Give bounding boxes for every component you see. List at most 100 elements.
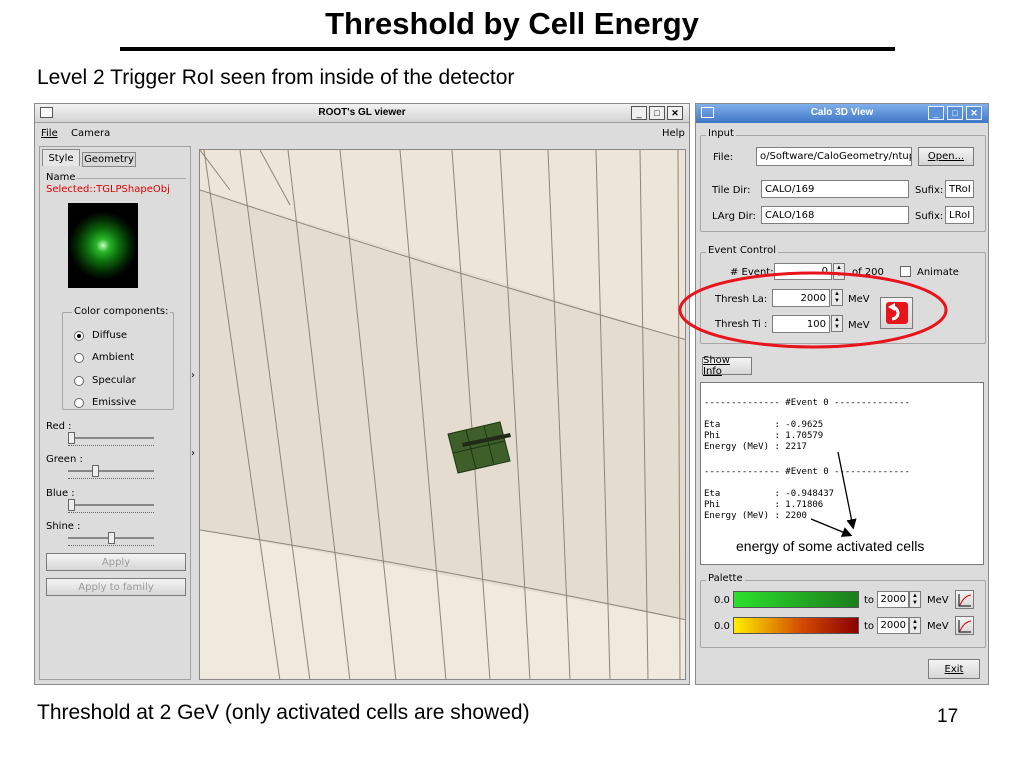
info-line: Energy (MeV) : 2200 xyxy=(704,511,807,521)
slider-label-blue: Blue : xyxy=(46,488,75,499)
palette-min-green: 0.0 xyxy=(714,595,730,606)
menu-file[interactable]: File xyxy=(41,128,58,139)
palette-max-red-input[interactable]: 2000 xyxy=(877,617,909,634)
gl-menubar: File Camera Help xyxy=(35,124,689,142)
refresh-button[interactable] xyxy=(880,297,913,329)
thresh-ti-spinner[interactable]: ▲ ▼ xyxy=(831,315,843,332)
menu-camera[interactable]: Camera xyxy=(71,128,111,139)
event-input[interactable]: 0 xyxy=(774,263,832,280)
gl-viewer-titlebar[interactable]: ROOT's GL viewer _ □ ✕ xyxy=(35,104,689,123)
name-divider xyxy=(76,178,186,179)
label-ambient: Ambient xyxy=(92,352,135,363)
radio-emissive[interactable] xyxy=(74,398,84,408)
tab-style[interactable]: Style xyxy=(42,149,80,166)
thresh-ti-input[interactable]: 100 xyxy=(772,315,830,333)
maximize-icon[interactable]: □ xyxy=(649,106,665,120)
calo-title: Calo 3D View xyxy=(810,107,874,118)
info-line: -------------- #Event 0 -------------- xyxy=(704,398,910,408)
thresh-la-input[interactable]: 2000 xyxy=(772,289,830,307)
slider-track-red[interactable] xyxy=(68,437,154,439)
close-icon[interactable]: ✕ xyxy=(667,106,683,120)
slider-thumb-green[interactable] xyxy=(92,465,99,477)
event-control-title: Event Control xyxy=(706,245,778,256)
slider-label-green: Green : xyxy=(46,454,83,465)
curve-graph-icon xyxy=(958,619,971,632)
info-line: Energy (MeV) : 2217 xyxy=(704,442,807,452)
slider-ticks-red xyxy=(68,445,154,447)
palette-bar-green[interactable] xyxy=(733,591,859,608)
label-diffuse: Diffuse xyxy=(92,330,128,341)
window-menu-icon[interactable] xyxy=(701,107,714,118)
palette-curve-red-button[interactable] xyxy=(955,616,974,635)
slider-thumb-shine[interactable] xyxy=(108,532,115,544)
slider-label-red: Red : xyxy=(46,421,72,432)
slider-label-shine: Shine : xyxy=(46,521,81,532)
title-underline xyxy=(120,47,895,51)
selected-object-label: Selected::TGLPShapeObj xyxy=(46,184,170,195)
thresh-la-spinner[interactable]: ▲ ▼ xyxy=(831,289,843,306)
info-line: Eta : -0.948437 xyxy=(704,489,835,499)
splitter-arrow-icon: › xyxy=(191,448,195,459)
minimize-icon[interactable]: _ xyxy=(631,106,647,120)
slide-title: Threshold by Cell Energy xyxy=(325,6,699,41)
input-group xyxy=(700,135,986,232)
tile-sufix-input[interactable]: TRoI xyxy=(945,180,974,198)
animate-checkbox[interactable] xyxy=(900,266,911,277)
gl-viewer-title: ROOT's GL viewer xyxy=(318,107,406,118)
palette-unit-green: MeV xyxy=(927,595,949,606)
page-number: 17 xyxy=(937,706,959,727)
slider-ticks-green xyxy=(68,478,154,480)
palette-max-green-spinner[interactable]: ▲ ▼ xyxy=(909,591,921,608)
palette-max-red-spinner[interactable]: ▲ ▼ xyxy=(909,617,921,634)
thresh-ti-unit: MeV xyxy=(848,320,870,331)
slider-track-blue[interactable] xyxy=(68,504,154,506)
exit-button[interactable]: Exit xyxy=(928,659,980,679)
event-spinner[interactable]: ▲ ▼ xyxy=(833,263,845,280)
radio-specular[interactable] xyxy=(74,376,84,386)
palette-bar-red[interactable] xyxy=(733,617,859,634)
event-total: of 200 xyxy=(852,267,884,278)
calo-titlebar[interactable]: Calo 3D View _ □ ✕ xyxy=(696,104,988,123)
event-label: # Event: xyxy=(730,267,774,278)
palette-max-green-input[interactable]: 2000 xyxy=(877,591,909,608)
gl-editor-panel: Style Geometry Name Selected::TGLPShapeO… xyxy=(39,146,191,680)
apply-to-family-button[interactable]: Apply to family xyxy=(46,578,186,596)
slider-track-green[interactable] xyxy=(68,470,154,472)
info-line: Phi : 1.70579 xyxy=(704,431,824,441)
open-button[interactable]: Open... xyxy=(918,147,974,166)
palette-unit-red: MeV xyxy=(927,621,949,632)
larg-dir-input[interactable]: CALO/168 xyxy=(761,206,909,224)
palette-to-label: to xyxy=(864,595,875,606)
menu-help[interactable]: Help xyxy=(662,128,685,139)
slide-caption: Threshold at 2 GeV (only activated cells… xyxy=(37,701,530,724)
palette-group xyxy=(700,580,986,648)
slider-thumb-blue[interactable] xyxy=(68,499,75,511)
activated-cells xyxy=(447,421,511,474)
window-menu-icon[interactable] xyxy=(40,107,53,118)
detector-geometry xyxy=(200,150,685,679)
show-info-button[interactable]: Show Info xyxy=(702,355,752,377)
thresh-la-unit: MeV xyxy=(848,294,870,305)
panel-splitter[interactable]: › › xyxy=(191,364,199,464)
radio-diffuse[interactable] xyxy=(74,331,84,341)
minimize-icon[interactable]: _ xyxy=(928,106,944,120)
apply-button[interactable]: Apply xyxy=(46,553,186,571)
slider-thumb-red[interactable] xyxy=(68,432,75,444)
larg-sufix-input[interactable]: LRoI xyxy=(945,206,974,224)
info-line: Eta : -0.9625 xyxy=(704,420,824,430)
color-components-title: Color components: xyxy=(72,306,171,317)
splitter-arrow-icon: › xyxy=(191,370,195,381)
radio-ambient[interactable] xyxy=(74,353,84,363)
tile-dir-input[interactable]: CALO/169 xyxy=(761,180,909,198)
material-preview xyxy=(68,203,138,288)
file-label: File: xyxy=(713,152,734,163)
palette-curve-green-button[interactable] xyxy=(955,590,974,609)
gl-3d-viewport[interactable] xyxy=(199,149,686,680)
thresh-ti-label: Thresh Ti : xyxy=(715,319,768,330)
palette-min-red: 0.0 xyxy=(714,621,730,632)
file-input[interactable]: o/Software/CaloGeometry/ntuple.roc xyxy=(756,147,912,166)
maximize-icon[interactable]: □ xyxy=(947,106,963,120)
tab-geometry[interactable]: Geometry xyxy=(82,152,136,167)
close-icon[interactable]: ✕ xyxy=(966,106,982,120)
curve-graph-icon xyxy=(958,593,971,606)
